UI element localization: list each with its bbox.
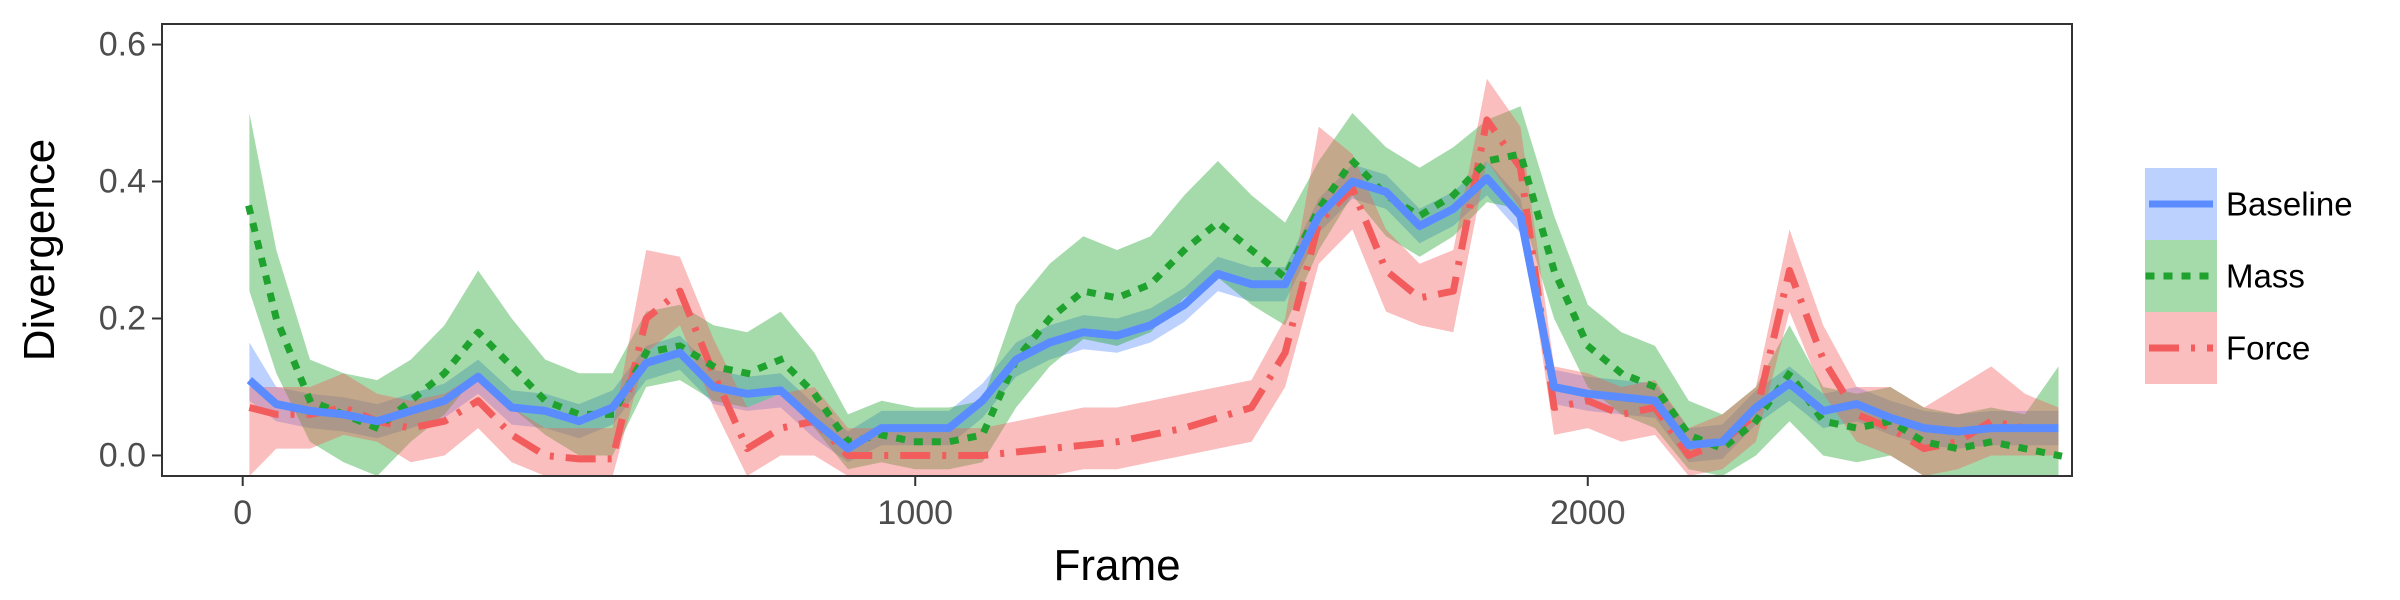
y-tick-label-3: 0.6 — [99, 26, 146, 64]
legend-label-force: Force — [2226, 330, 2310, 367]
legend-item-force: Force — [2145, 312, 2310, 384]
legend-label-baseline: Baseline — [2226, 186, 2353, 223]
x-tick-label-0: 0 — [233, 494, 252, 532]
y-tick-label-0: 0.0 — [99, 436, 146, 474]
x-axis: 0 1000 2000 — [233, 476, 1626, 532]
mass-line — [245, 150, 2063, 460]
y-tick-label-2: 0.4 — [99, 163, 146, 201]
legend-item-baseline: Baseline — [2145, 168, 2353, 240]
x-tick-label-1: 1000 — [877, 494, 953, 532]
legend-item-mass: Mass — [2145, 240, 2305, 312]
y-tick-label-1: 0.2 — [99, 299, 146, 337]
legend: Baseline Mass Force — [2145, 168, 2353, 384]
x-tick-label-2: 2000 — [1550, 494, 1626, 532]
x-axis-title: Frame — [1053, 541, 1180, 590]
legend-label-mass: Mass — [2226, 258, 2305, 295]
mass-ribbon — [249, 106, 2059, 476]
y-axis-title: Divergence — [15, 139, 64, 362]
lines-layer — [245, 116, 2063, 463]
y-axis: 0.0 0.2 0.4 0.6 — [99, 26, 162, 474]
force-line — [248, 116, 2059, 463]
baseline-ribbon — [249, 161, 2059, 463]
baseline-line — [246, 174, 2059, 453]
panel-border — [161, 23, 2073, 477]
